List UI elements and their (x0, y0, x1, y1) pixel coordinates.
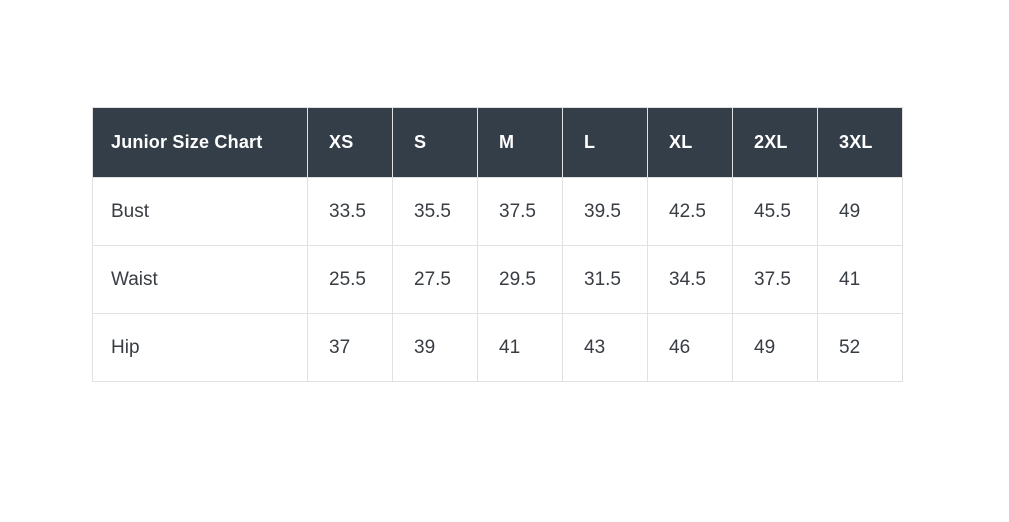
table-row-bust: Bust 33.5 35.5 37.5 39.5 42.5 45.5 49 (92, 177, 903, 246)
row-label-waist: Waist (92, 245, 308, 314)
junior-size-chart-table: Junior Size Chart XS S M L XL 2XL 3XL Bu… (92, 107, 903, 382)
waist-s-value: 27.5 (392, 245, 478, 314)
hip-xs-value: 37 (307, 313, 393, 382)
hip-s-value: 39 (392, 313, 478, 382)
hip-xl-value: 46 (647, 313, 733, 382)
row-label-hip: Hip (92, 313, 308, 382)
table-row-waist: Waist 25.5 27.5 29.5 31.5 34.5 37.5 41 (92, 245, 903, 314)
waist-2xl-value: 37.5 (732, 245, 818, 314)
hip-l-value: 43 (562, 313, 648, 382)
header-cell-2xl: 2XL (732, 107, 818, 178)
table-header: Junior Size Chart XS S M L XL 2XL 3XL (92, 107, 903, 178)
hip-3xl-value: 52 (817, 313, 903, 382)
header-cell-m: M (477, 107, 563, 178)
hip-m-value: 41 (477, 313, 563, 382)
bust-l-value: 39.5 (562, 177, 648, 246)
waist-xl-value: 34.5 (647, 245, 733, 314)
bust-2xl-value: 45.5 (732, 177, 818, 246)
header-cell-3xl: 3XL (817, 107, 903, 178)
waist-m-value: 29.5 (477, 245, 563, 314)
bust-m-value: 37.5 (477, 177, 563, 246)
table-body: Bust 33.5 35.5 37.5 39.5 42.5 45.5 49 Wa… (92, 177, 903, 382)
header-cell-l: L (562, 107, 648, 178)
hip-2xl-value: 49 (732, 313, 818, 382)
waist-xs-value: 25.5 (307, 245, 393, 314)
waist-l-value: 31.5 (562, 245, 648, 314)
header-cell-title: Junior Size Chart (92, 107, 308, 178)
header-cell-s: S (392, 107, 478, 178)
table-row-hip: Hip 37 39 41 43 46 49 52 (92, 313, 903, 382)
row-label-bust: Bust (92, 177, 308, 246)
bust-xs-value: 33.5 (307, 177, 393, 246)
waist-3xl-value: 41 (817, 245, 903, 314)
bust-3xl-value: 49 (817, 177, 903, 246)
bust-xl-value: 42.5 (647, 177, 733, 246)
header-row: Junior Size Chart XS S M L XL 2XL 3XL (92, 107, 903, 178)
bust-s-value: 35.5 (392, 177, 478, 246)
header-cell-xs: XS (307, 107, 393, 178)
header-cell-xl: XL (647, 107, 733, 178)
